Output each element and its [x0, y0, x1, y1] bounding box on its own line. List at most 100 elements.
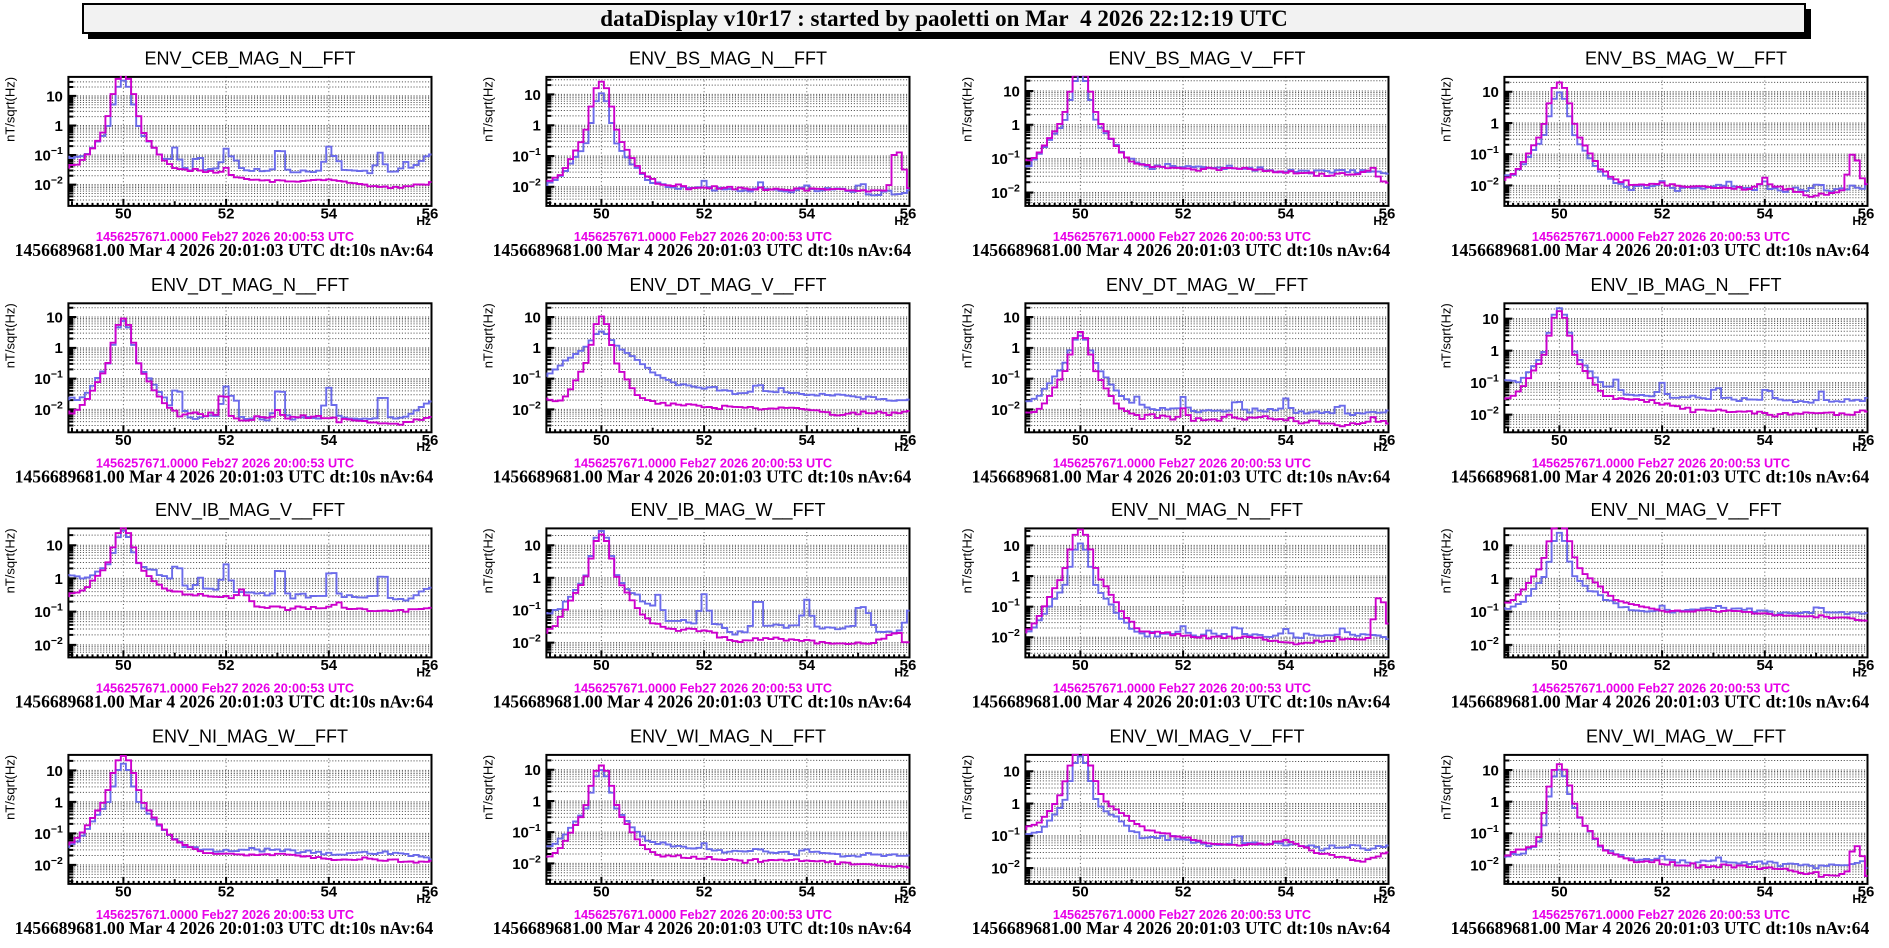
svg-text:ENV_DT_MAG_V__FFT: ENV_DT_MAG_V__FFT — [629, 275, 826, 296]
svg-text:10−2: 10−2 — [512, 633, 541, 653]
svg-text:54: 54 — [320, 884, 337, 901]
svg-text:1456689681.00 Mar 4 2026 20:01: 1456689681.00 Mar 4 2026 20:01:03 UTC dt… — [1451, 240, 1870, 260]
svg-text:1: 1 — [55, 571, 63, 588]
svg-text:Hz: Hz — [416, 892, 431, 906]
svg-text:10−2: 10−2 — [512, 177, 541, 197]
svg-text:1456689681.00 Mar 4 2026 20:01: 1456689681.00 Mar 4 2026 20:01:03 UTC dt… — [493, 918, 912, 938]
svg-text:10−2: 10−2 — [1470, 855, 1499, 875]
svg-text:nT/sqrt(Hz): nT/sqrt(Hz) — [960, 755, 975, 820]
svg-text:10: 10 — [46, 538, 63, 555]
svg-text:1456689681.00 Mar 4 2026 20:01: 1456689681.00 Mar 4 2026 20:01:03 UTC dt… — [972, 240, 1391, 260]
svg-text:56: 56 — [900, 432, 917, 449]
svg-text:52: 52 — [218, 884, 235, 901]
svg-text:10−1: 10−1 — [991, 149, 1020, 169]
svg-text:10: 10 — [524, 310, 541, 327]
svg-text:52: 52 — [1175, 657, 1192, 674]
svg-text:ENV_DT_MAG_W__FFT: ENV_DT_MAG_W__FFT — [1106, 275, 1308, 296]
svg-text:1456257671.0000 Feb27 2026 20:: 1456257671.0000 Feb27 2026 20:00:53 UTC — [1532, 908, 1790, 922]
svg-text:Hz: Hz — [1373, 214, 1388, 228]
svg-text:1456257671.0000 Feb27 2026 20:: 1456257671.0000 Feb27 2026 20:00:53 UTC — [96, 456, 354, 470]
svg-text:10−1: 10−1 — [991, 826, 1020, 846]
svg-text:50: 50 — [1072, 206, 1089, 223]
svg-text:54: 54 — [1756, 657, 1773, 674]
svg-text:54: 54 — [798, 432, 815, 449]
svg-text:ENV_IB_MAG_N__FFT: ENV_IB_MAG_N__FFT — [1590, 275, 1781, 296]
svg-text:50: 50 — [1072, 432, 1089, 449]
svg-text:nT/sqrt(Hz): nT/sqrt(Hz) — [960, 303, 975, 368]
svg-text:1: 1 — [533, 340, 541, 357]
svg-text:10−1: 10−1 — [34, 145, 63, 165]
svg-text:Hz: Hz — [894, 665, 909, 679]
svg-text:1: 1 — [1012, 568, 1020, 585]
svg-text:54: 54 — [320, 432, 337, 449]
svg-text:10−1: 10−1 — [512, 369, 541, 389]
svg-text:54: 54 — [1756, 206, 1773, 223]
svg-text:Hz: Hz — [416, 665, 431, 679]
svg-text:1456257671.0000 Feb27 2026 20:: 1456257671.0000 Feb27 2026 20:00:53 UTC — [96, 230, 354, 244]
svg-text:10−2: 10−2 — [34, 399, 63, 419]
svg-text:56: 56 — [900, 657, 917, 674]
svg-text:10−2: 10−2 — [512, 853, 541, 873]
svg-text:1456689681.00 Mar 4 2026 20:01: 1456689681.00 Mar 4 2026 20:01:03 UTC dt… — [1451, 918, 1870, 938]
svg-text:Hz: Hz — [894, 892, 909, 906]
svg-text:nT/sqrt(Hz): nT/sqrt(Hz) — [481, 303, 496, 368]
svg-text:56: 56 — [1858, 884, 1875, 901]
svg-text:1456257671.0000 Feb27 2026 20:: 1456257671.0000 Feb27 2026 20:00:53 UTC — [574, 230, 832, 244]
svg-text:Hz: Hz — [416, 440, 431, 454]
svg-text:10: 10 — [524, 87, 541, 104]
svg-text:10: 10 — [1482, 538, 1499, 555]
svg-text:Hz: Hz — [1373, 440, 1388, 454]
svg-text:10: 10 — [46, 763, 63, 780]
svg-text:52: 52 — [1654, 657, 1671, 674]
svg-text:10−1: 10−1 — [34, 602, 63, 622]
svg-text:nT/sqrt(Hz): nT/sqrt(Hz) — [960, 77, 975, 142]
svg-text:ENV_IB_MAG_V__FFT: ENV_IB_MAG_V__FFT — [155, 500, 345, 521]
svg-text:1: 1 — [1491, 343, 1499, 360]
svg-text:1: 1 — [1012, 796, 1020, 813]
svg-text:10−1: 10−1 — [1470, 373, 1499, 393]
svg-text:10: 10 — [46, 310, 63, 327]
svg-text:50: 50 — [115, 657, 132, 674]
svg-text:ENV_WI_MAG_N__FFT: ENV_WI_MAG_N__FFT — [630, 727, 826, 748]
svg-text:10: 10 — [1482, 762, 1499, 779]
svg-text:10−1: 10−1 — [1470, 602, 1499, 622]
svg-text:10−2: 10−2 — [1470, 635, 1499, 655]
svg-text:10: 10 — [46, 88, 63, 105]
svg-text:10−1: 10−1 — [1470, 823, 1499, 843]
svg-text:1: 1 — [1012, 117, 1020, 134]
svg-text:1456257671.0000 Feb27 2026 20:: 1456257671.0000 Feb27 2026 20:00:53 UTC — [1053, 456, 1311, 470]
svg-text:10−1: 10−1 — [991, 597, 1020, 617]
svg-text:50: 50 — [115, 884, 132, 901]
svg-text:1: 1 — [1491, 794, 1499, 811]
svg-text:1456689681.00 Mar 4 2026 20:01: 1456689681.00 Mar 4 2026 20:01:03 UTC dt… — [15, 240, 434, 260]
svg-text:1456257671.0000 Feb27 2026 20:: 1456257671.0000 Feb27 2026 20:00:53 UTC — [1053, 908, 1311, 922]
svg-text:10−2: 10−2 — [991, 627, 1020, 647]
svg-text:1456257671.0000 Feb27 2026 20:: 1456257671.0000 Feb27 2026 20:00:53 UTC — [1053, 230, 1311, 244]
svg-text:54: 54 — [1277, 206, 1294, 223]
svg-text:1456689681.00 Mar 4 2026 20:01: 1456689681.00 Mar 4 2026 20:01:03 UTC dt… — [493, 466, 912, 486]
svg-text:10−2: 10−2 — [34, 175, 63, 195]
svg-text:54: 54 — [798, 657, 815, 674]
svg-text:nT/sqrt(Hz): nT/sqrt(Hz) — [3, 303, 18, 368]
svg-text:1: 1 — [533, 118, 541, 135]
svg-text:1456257671.0000 Feb27 2026 20:: 1456257671.0000 Feb27 2026 20:00:53 UTC — [1053, 682, 1311, 696]
svg-text:nT/sqrt(Hz): nT/sqrt(Hz) — [481, 528, 496, 593]
svg-text:1: 1 — [533, 570, 541, 587]
svg-text:1456257671.0000 Feb27 2026 20:: 1456257671.0000 Feb27 2026 20:00:53 UTC — [96, 682, 354, 696]
svg-text:nT/sqrt(Hz): nT/sqrt(Hz) — [481, 755, 496, 820]
svg-text:1: 1 — [1491, 571, 1499, 588]
svg-text:56: 56 — [422, 206, 439, 223]
svg-text:10−2: 10−2 — [512, 399, 541, 419]
svg-text:52: 52 — [696, 884, 713, 901]
svg-text:1456257671.0000 Feb27 2026 20:: 1456257671.0000 Feb27 2026 20:00:53 UTC — [574, 456, 832, 470]
svg-text:1456689681.00 Mar 4 2026 20:01: 1456689681.00 Mar 4 2026 20:01:03 UTC dt… — [1451, 692, 1870, 712]
svg-text:nT/sqrt(Hz): nT/sqrt(Hz) — [1439, 528, 1454, 593]
svg-text:56: 56 — [1379, 657, 1396, 674]
svg-text:1456689681.00 Mar 4 2026 20:01: 1456689681.00 Mar 4 2026 20:01:03 UTC dt… — [493, 240, 912, 260]
svg-text:nT/sqrt(Hz): nT/sqrt(Hz) — [3, 528, 18, 593]
svg-text:Hz: Hz — [1852, 665, 1867, 679]
svg-text:54: 54 — [1277, 884, 1294, 901]
svg-text:10: 10 — [1003, 310, 1020, 327]
svg-text:1: 1 — [55, 794, 63, 811]
svg-text:1: 1 — [1491, 115, 1499, 132]
